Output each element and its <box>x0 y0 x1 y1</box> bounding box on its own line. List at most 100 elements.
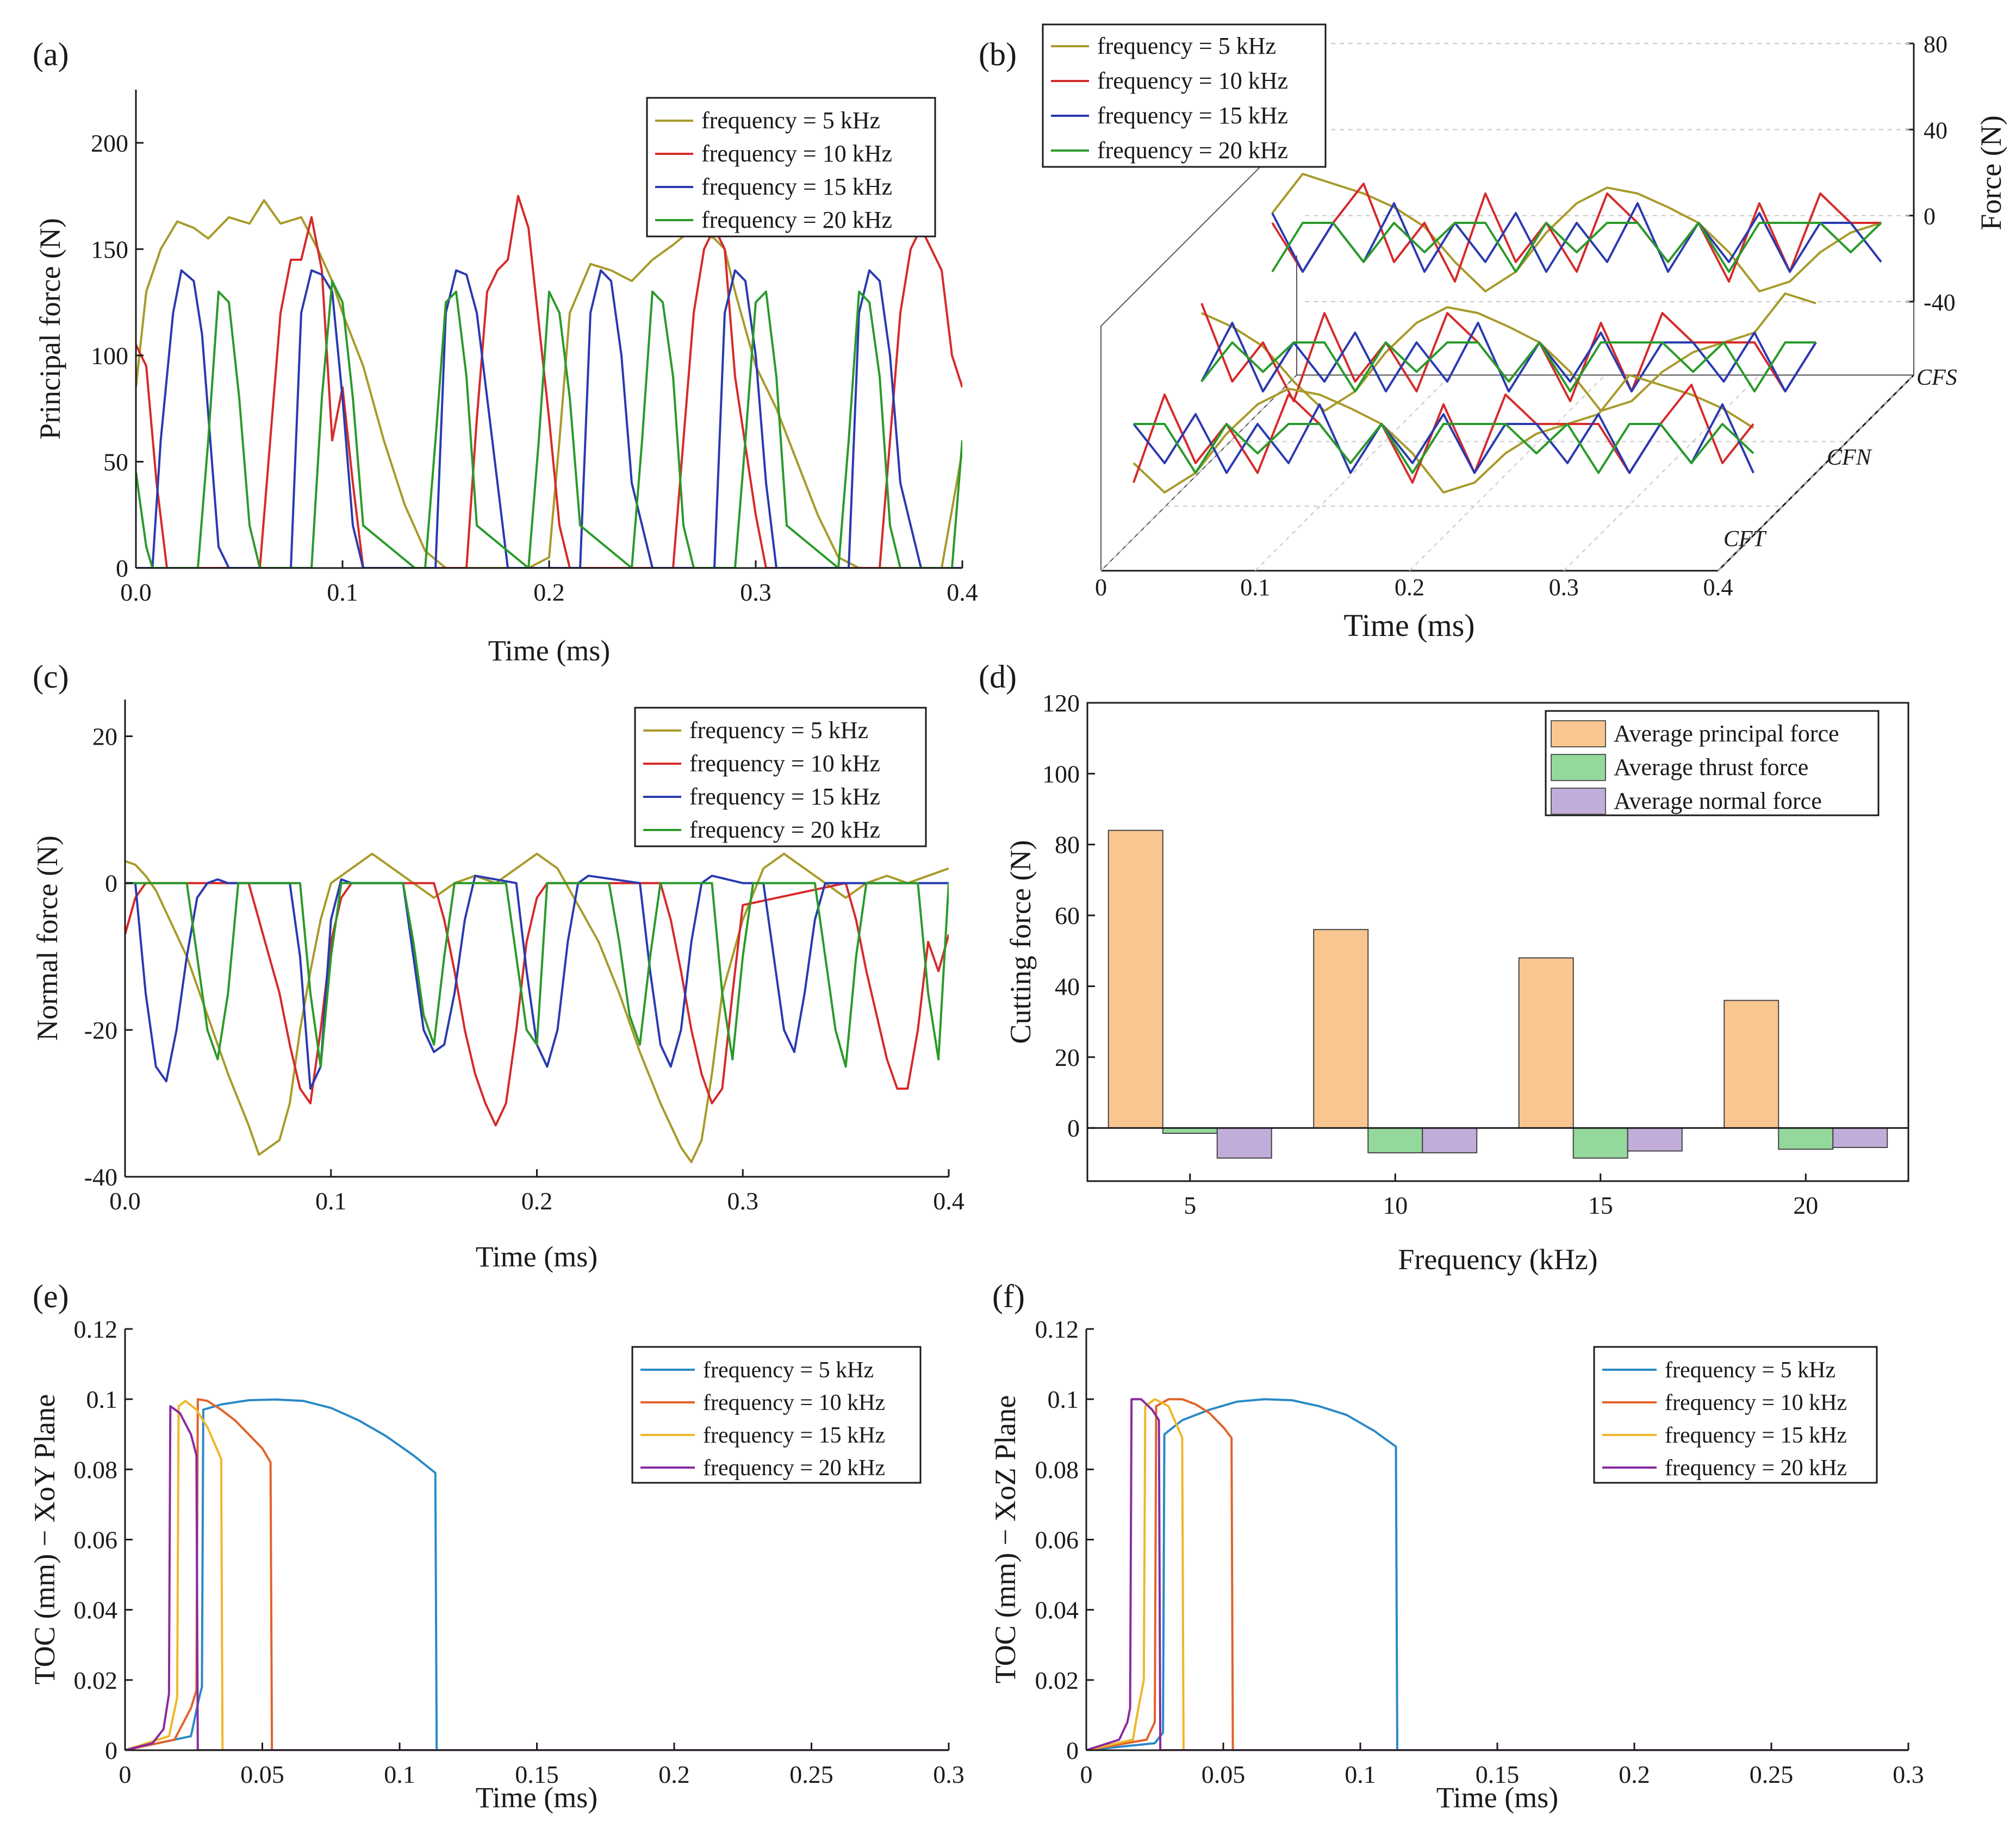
y-tick-label: 120 <box>1042 689 1080 717</box>
panel-a-principal-force: (a) 0.0 0.1 0.2 0.3 0.4 0 50 100 150 200 Time (ms) P… <box>33 36 978 667</box>
ribbon-CFN <box>1200 292 1817 412</box>
legend-swatch <box>1551 788 1606 815</box>
legend-swatch <box>1551 720 1606 747</box>
panel-label: (c) <box>33 659 69 695</box>
series-line <box>125 1400 949 1750</box>
x-tick-label: 0.2 <box>521 1187 553 1215</box>
ribbon-CFS <box>1271 173 1882 292</box>
y-tick-label: 0.02 <box>1035 1667 1079 1694</box>
x-grid-line <box>1100 375 1297 571</box>
plot-frame <box>1086 702 1909 1182</box>
panel-f-toc-xoz: (f) 0 0.05 0.1 0.15 0.2 0.25 0.3 0 0.02 0.04 0.06 0.… <box>989 1278 1924 1814</box>
x-tick-label: 0.3 <box>740 578 771 606</box>
bar <box>1107 829 1163 1129</box>
y-tick-label: 150 <box>91 235 128 263</box>
x-tick-label: 0.1 <box>384 1761 415 1788</box>
x-grid-line <box>1563 375 1760 571</box>
y-tick-label: 0 <box>1066 1737 1079 1764</box>
x-tick-label: 0.3 <box>1893 1761 1924 1788</box>
y-tick-label: 0.12 <box>1035 1315 1079 1343</box>
panel-label: (b) <box>979 36 1017 72</box>
series-group <box>125 1398 949 1750</box>
x-axis-title: Time (ms) <box>1343 608 1474 643</box>
y-tick-label: -40 <box>84 1163 117 1191</box>
x-grid-line <box>1409 375 1606 571</box>
y-tick-label: 0.1 <box>86 1385 118 1413</box>
x-tick-label: 0.3 <box>727 1187 759 1215</box>
legend-label: frequency = 10 kHz <box>1097 67 1288 94</box>
x-tick-label: 0.15 <box>515 1761 559 1788</box>
y-tick-label: 60 <box>1055 902 1080 929</box>
legend-label: frequency = 10 kHz <box>689 750 880 777</box>
x-tick-label: 0.3 <box>1549 574 1579 601</box>
panel-b-3d-force: (b) 0 0.1 0.2 0.3 0.4 Time (ms) -40 0 40 80 Force (… <box>979 23 2007 643</box>
bar <box>1422 1127 1478 1153</box>
legend-label: Average thrust force <box>1614 754 1808 781</box>
series-line <box>1086 1398 1908 1750</box>
y-tick-label: 50 <box>103 448 128 476</box>
y-tick-label: 0.1 <box>1048 1385 1079 1413</box>
left-wall-edge <box>1100 130 1297 571</box>
x-tick-label: 0 <box>1080 1761 1093 1788</box>
y-tick-label: 200 <box>91 129 128 157</box>
x-grid-line <box>1255 375 1452 571</box>
series-line <box>125 1398 949 1750</box>
series-line <box>1133 403 1754 474</box>
y-tick-label: 0.06 <box>1035 1526 1079 1554</box>
x-tick-label: 0.4 <box>933 1187 965 1215</box>
y-tick-label: 0.04 <box>1035 1596 1079 1624</box>
panel-c-normal-force: (c) 0.0 0.1 0.2 0.3 0.4 -40 -20 0 20 Time (ms) Norm… <box>31 659 965 1273</box>
series-line <box>1200 322 1817 392</box>
legend-label: frequency = 5 kHz <box>1097 33 1276 59</box>
y-tick-label: 80 <box>1055 831 1080 859</box>
y-tick-label: 0 <box>105 870 117 897</box>
z-tick-label: 40 <box>1924 117 1947 143</box>
series-group <box>136 195 962 568</box>
series-line <box>1133 374 1754 494</box>
x-tick-label: 15 <box>1588 1191 1613 1219</box>
panel-label: (d) <box>979 659 1017 695</box>
series-line <box>1201 292 1816 412</box>
series-line <box>125 1398 949 1750</box>
legend-label: frequency = 15 kHz <box>701 173 892 200</box>
z-tick-label: -40 <box>1924 289 1956 316</box>
y-axis-title: Cutting force (N) <box>1004 840 1037 1044</box>
depth-label: CFT <box>1723 527 1767 552</box>
legend-box <box>646 97 936 238</box>
x-tick-label: 0.4 <box>947 578 978 606</box>
bar <box>1572 1127 1628 1159</box>
x-tick-label: 0.25 <box>1750 1761 1794 1788</box>
series-line <box>125 882 949 1068</box>
y-axis-title: Normal force (N) <box>31 835 64 1041</box>
z-axis-title: Force (N) <box>1975 115 2007 230</box>
y-tick-label: -20 <box>84 1016 117 1044</box>
y-tick-label: 0.12 <box>74 1315 118 1343</box>
x-tick-label: 0 <box>1095 574 1107 601</box>
series-line <box>1271 222 1882 273</box>
z-tick-label: 0 <box>1924 203 1936 230</box>
bar <box>1216 1127 1272 1159</box>
series-line <box>125 875 949 1090</box>
legend-label: frequency = 20 kHz <box>1665 1456 1847 1481</box>
y-tick-label: 0.06 <box>74 1526 118 1554</box>
legend-label: frequency = 5 kHz <box>689 717 868 744</box>
x-tick-label: 5 <box>1184 1191 1196 1219</box>
x-tick-label: 10 <box>1383 1191 1408 1219</box>
x-tick-label: 0.1 <box>315 1187 347 1215</box>
bar <box>1832 1127 1888 1149</box>
x-tick-label: 0.2 <box>658 1761 690 1788</box>
depth-label: CFS <box>1917 365 1957 390</box>
y-tick-label: 20 <box>1055 1044 1080 1071</box>
legend-label: frequency = 20 kHz <box>701 207 892 233</box>
series-line <box>1271 173 1882 292</box>
y-tick-label: 0 <box>116 554 128 582</box>
y-axis-title: Principal force (N) <box>34 218 66 440</box>
x-tick-label: 20 <box>1793 1191 1818 1219</box>
x-axis-title: Time (ms) <box>488 634 611 667</box>
y-tick-label: 20 <box>92 723 117 751</box>
legend-box <box>1042 23 1327 168</box>
legend-label: frequency = 10 kHz <box>703 1390 885 1415</box>
y-tick-label: 0.08 <box>1035 1456 1079 1483</box>
series-line <box>1086 1398 1908 1750</box>
legend-label: frequency = 5 kHz <box>1665 1358 1835 1383</box>
